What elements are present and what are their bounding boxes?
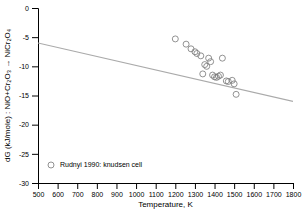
point <box>198 53 204 59</box>
point <box>188 46 194 52</box>
tick: -5 <box>23 34 38 41</box>
tick-mark <box>32 125 38 126</box>
tick-label: 1800 <box>286 191 302 198</box>
tick-mark <box>97 183 98 189</box>
tick-mark <box>273 183 274 189</box>
tick: -30 <box>19 180 38 187</box>
tick-label: 1000 <box>129 191 145 198</box>
tick: 1800 <box>286 183 302 198</box>
tick-mark <box>215 183 216 189</box>
axis-line <box>39 184 294 190</box>
point <box>229 77 235 83</box>
tick: 1100 <box>149 183 164 198</box>
tick-mark <box>32 96 38 97</box>
plot: 5006007008009001000110012001300140015001… <box>3 5 301 209</box>
tick-label: -20 <box>19 121 29 128</box>
tick: 1500 <box>227 183 243 198</box>
marks <box>38 36 293 101</box>
y-axis: 0 -5 -10 -15 -20 -25 -30 <box>19 5 39 187</box>
tick-label: 0 <box>25 5 29 12</box>
axis-line <box>32 9 39 184</box>
tick: 0 <box>25 5 38 12</box>
tick-mark <box>32 8 38 9</box>
tick: 800 <box>92 183 104 198</box>
tick-label: -25 <box>19 151 29 158</box>
tick-label: 1300 <box>188 191 204 198</box>
point <box>231 81 237 87</box>
tick: 1700 <box>266 183 282 198</box>
x-axis: 5006007008009001000110012001300140015001… <box>33 183 302 198</box>
point <box>208 59 214 65</box>
point <box>233 91 239 97</box>
tick: -20 <box>19 121 38 128</box>
point <box>219 55 225 61</box>
tick-mark <box>234 183 235 189</box>
legend-label: Rudnyi 1990: knudsen cell <box>60 161 143 169</box>
point <box>217 72 223 78</box>
tick-label: 600 <box>52 191 64 198</box>
tick-label: 1400 <box>207 191 223 198</box>
tick: 1000 <box>129 183 145 198</box>
tick-mark <box>195 183 196 189</box>
tick-mark <box>32 183 38 184</box>
tick: 700 <box>72 183 84 198</box>
tick-label: 800 <box>92 191 104 198</box>
tick-mark <box>254 183 255 189</box>
tick-label: 900 <box>111 191 123 198</box>
tick: 1300 <box>188 183 204 198</box>
legend-symbol <box>48 162 54 168</box>
tick: 1400 <box>207 183 223 198</box>
tick-label: 1100 <box>149 191 164 198</box>
tick-mark <box>32 66 38 67</box>
tick: -15 <box>19 92 38 99</box>
point <box>225 79 231 85</box>
tick-label: 1600 <box>246 191 262 198</box>
tick-label: 1700 <box>266 191 282 198</box>
tick-mark <box>175 183 176 189</box>
tick: 1200 <box>168 183 184 198</box>
tick-mark <box>293 183 294 189</box>
legend-item: Rudnyi 1990: knudsen cell <box>48 161 143 169</box>
tick-label: 500 <box>33 191 45 198</box>
tick-mark <box>77 183 78 189</box>
line <box>38 43 293 101</box>
tick-mark <box>32 154 38 155</box>
tick-label: -10 <box>19 63 29 70</box>
point <box>183 41 189 47</box>
x-axis-title: Temperature, K <box>138 200 193 209</box>
tick-mark <box>32 37 38 38</box>
point <box>172 36 178 42</box>
tick-label: -5 <box>23 34 29 41</box>
tick: 500 <box>33 183 45 198</box>
tick-mark <box>156 183 157 189</box>
tick: -10 <box>19 63 38 70</box>
tick-mark <box>58 183 59 189</box>
tick-label: 1500 <box>227 191 243 198</box>
tick: 1600 <box>246 183 262 198</box>
chart: 5006007008009001000110012001300140015001… <box>0 0 305 211</box>
tick: 900 <box>111 183 123 198</box>
point <box>200 71 206 77</box>
tick-label: -30 <box>19 180 29 187</box>
tick-mark <box>116 183 117 189</box>
point <box>206 55 212 61</box>
tick-label: 1200 <box>168 191 184 198</box>
tick: 600 <box>52 183 64 198</box>
legend: Rudnyi 1990: knudsen cell <box>48 161 143 169</box>
tick-mark <box>136 183 137 189</box>
y-axis-title: dG (kJ/mole) : NiO+Cr₂O₃ → NiCr₂O₄ <box>3 29 12 162</box>
tick-label: 700 <box>72 191 84 198</box>
tick: -25 <box>19 151 38 158</box>
tick-label: -15 <box>19 92 29 99</box>
